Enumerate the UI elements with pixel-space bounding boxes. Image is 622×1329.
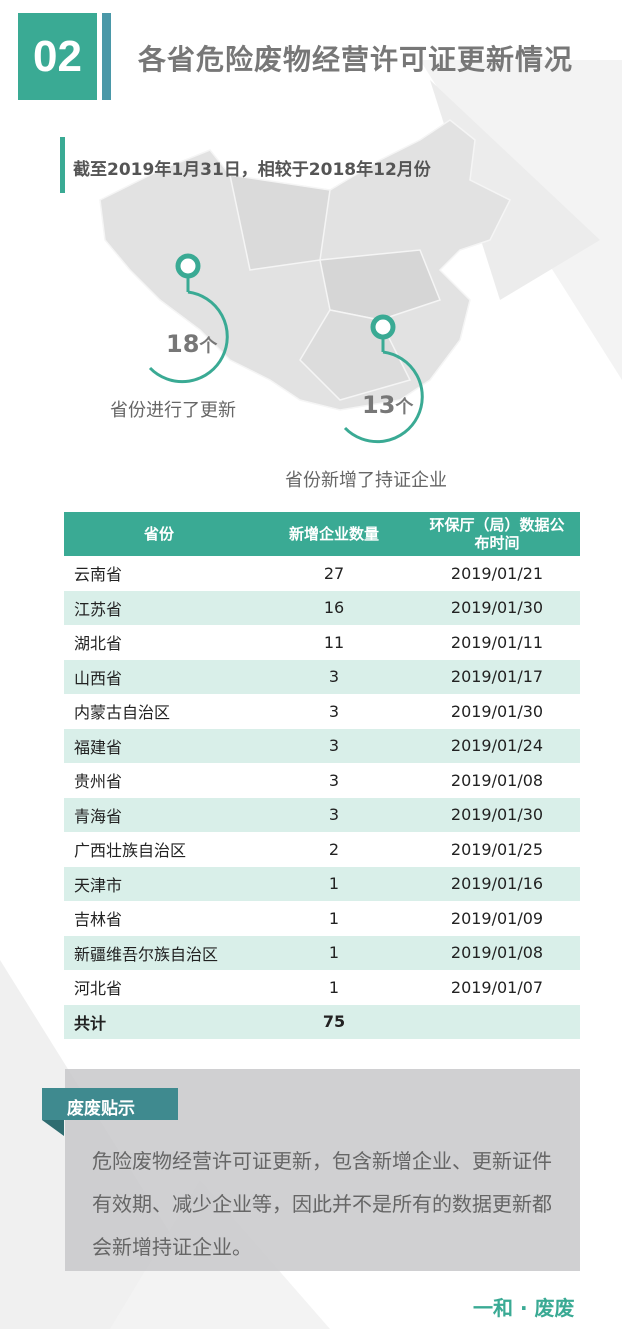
date-cell: 2019/01/16 bbox=[414, 866, 580, 901]
count-cell: 3 bbox=[254, 797, 414, 832]
total-label: 共计 bbox=[64, 1004, 254, 1039]
count-cell: 1 bbox=[254, 866, 414, 901]
count-cell: 3 bbox=[328, 770, 340, 790]
total-value: 75 bbox=[254, 1004, 414, 1039]
date-cell: 2019/01/11 bbox=[450, 632, 544, 652]
province-cell: 江苏省 bbox=[64, 590, 254, 625]
header-count: 新增企业数量 bbox=[254, 512, 414, 556]
table-row: 广西壮族自治区 2 2019/01/25 bbox=[64, 832, 580, 867]
date-cell: 2019/01/30 bbox=[414, 590, 580, 625]
count-cell: 2 bbox=[328, 839, 340, 859]
total-row: 共计 75 bbox=[64, 1004, 580, 1039]
province-cell: 吉林省 bbox=[74, 910, 123, 930]
header-province: 省份 bbox=[64, 512, 254, 556]
stat-value-updated: 18个 bbox=[166, 330, 217, 358]
count-cell: 3 bbox=[254, 659, 414, 694]
date-cell: 2019/01/08 bbox=[414, 935, 580, 970]
count-cell: 11 bbox=[323, 632, 345, 652]
date-cell: 2019/01/24 bbox=[414, 728, 580, 763]
province-cell: 云南省 bbox=[74, 565, 123, 585]
province-cell: 河北省 bbox=[74, 979, 123, 999]
count-cell: 3 bbox=[328, 701, 340, 721]
page-title: 各省危险废物经营许可证更新情况 bbox=[138, 43, 574, 76]
tip-tag: 废废贴示 bbox=[42, 1088, 178, 1120]
stat-number: 13 bbox=[362, 391, 396, 419]
table-row: 河北省 1 2019/01/07 bbox=[64, 970, 580, 1005]
province-cell: 福建省 bbox=[64, 728, 254, 763]
accent-bar bbox=[102, 13, 111, 100]
table-row: 吉林省 1 2019/01/09 bbox=[64, 901, 580, 936]
table-row: 贵州省 3 2019/01/08 bbox=[64, 763, 580, 798]
table-row: 云南省 27 2019/01/21 bbox=[64, 556, 580, 591]
province-cell: 青海省 bbox=[64, 797, 254, 832]
arc-1 bbox=[148, 290, 229, 384]
province-cell: 内蒙古自治区 bbox=[74, 703, 171, 723]
date-cell: 2019/01/08 bbox=[450, 770, 544, 790]
count-cell: 16 bbox=[254, 590, 414, 625]
count-cell: 1 bbox=[328, 977, 340, 997]
marker-icon-2 bbox=[370, 314, 396, 352]
province-cell: 山西省 bbox=[64, 659, 254, 694]
subtitle: 截至2019年1月31日，相较于2018年12月份 bbox=[73, 160, 431, 180]
province-cell: 新疆维吾尔族自治区 bbox=[64, 935, 254, 970]
count-cell: 3 bbox=[254, 728, 414, 763]
tip-text: 危险废物经营许可证更新，包含新增企业、更新证件有效期、减少企业等，因此并不是所有… bbox=[92, 1149, 552, 1259]
subtitle-bar bbox=[60, 137, 65, 193]
table-row: 天津市 1 2019/01/16 bbox=[64, 866, 580, 901]
date-cell: 2019/01/09 bbox=[450, 908, 544, 928]
stat-unit: 个 bbox=[199, 336, 218, 357]
table-row: 江苏省 16 2019/01/30 bbox=[64, 590, 580, 625]
stat-value-new: 13个 bbox=[362, 391, 413, 419]
count-cell: 1 bbox=[328, 908, 340, 928]
stat-label-new: 省份新增了持证企业 bbox=[285, 470, 447, 491]
province-table: 省份 新增企业数量 环保厅（局）数据公布时间 云南省 27 2019/01/21 江苏… bbox=[64, 512, 580, 1039]
count-cell: 1 bbox=[254, 935, 414, 970]
date-cell: 2019/01/17 bbox=[414, 659, 580, 694]
date-cell: 2019/01/07 bbox=[450, 977, 544, 997]
table-row: 新疆维吾尔族自治区 1 2019/01/08 bbox=[64, 935, 580, 970]
table-row: 内蒙古自治区 3 2019/01/30 bbox=[64, 694, 580, 729]
date-cell: 2019/01/25 bbox=[450, 839, 544, 859]
date-cell: 2019/01/30 bbox=[414, 797, 580, 832]
section-number: 02 bbox=[18, 13, 97, 100]
count-cell: 27 bbox=[323, 563, 345, 583]
date-cell: 2019/01/21 bbox=[450, 563, 544, 583]
province-cell: 贵州省 bbox=[74, 772, 123, 792]
stat-unit: 个 bbox=[395, 397, 414, 418]
tip-tag-fold bbox=[42, 1120, 64, 1136]
header-date: 环保厅（局）数据公布时间 bbox=[414, 512, 580, 556]
table-row: 福建省 3 2019/01/24 bbox=[64, 728, 580, 763]
stat-number: 18 bbox=[166, 330, 200, 358]
table-row: 青海省 3 2019/01/30 bbox=[64, 797, 580, 832]
stat-markers bbox=[148, 253, 424, 444]
china-map bbox=[99, 119, 512, 411]
province-cell: 广西壮族自治区 bbox=[74, 841, 187, 861]
province-cell: 湖北省 bbox=[74, 634, 123, 654]
total-empty bbox=[414, 1004, 580, 1039]
stat-label-updated: 省份进行了更新 bbox=[110, 400, 236, 421]
marker-icon-1 bbox=[175, 253, 201, 292]
table-row: 山西省 3 2019/01/17 bbox=[64, 659, 580, 694]
brand-signature: 一和 · 废废 bbox=[473, 1296, 575, 1320]
province-cell: 天津市 bbox=[64, 866, 254, 901]
table-row: 湖北省 11 2019/01/11 bbox=[64, 625, 580, 660]
arc-2 bbox=[343, 350, 424, 444]
date-cell: 2019/01/30 bbox=[450, 701, 544, 721]
